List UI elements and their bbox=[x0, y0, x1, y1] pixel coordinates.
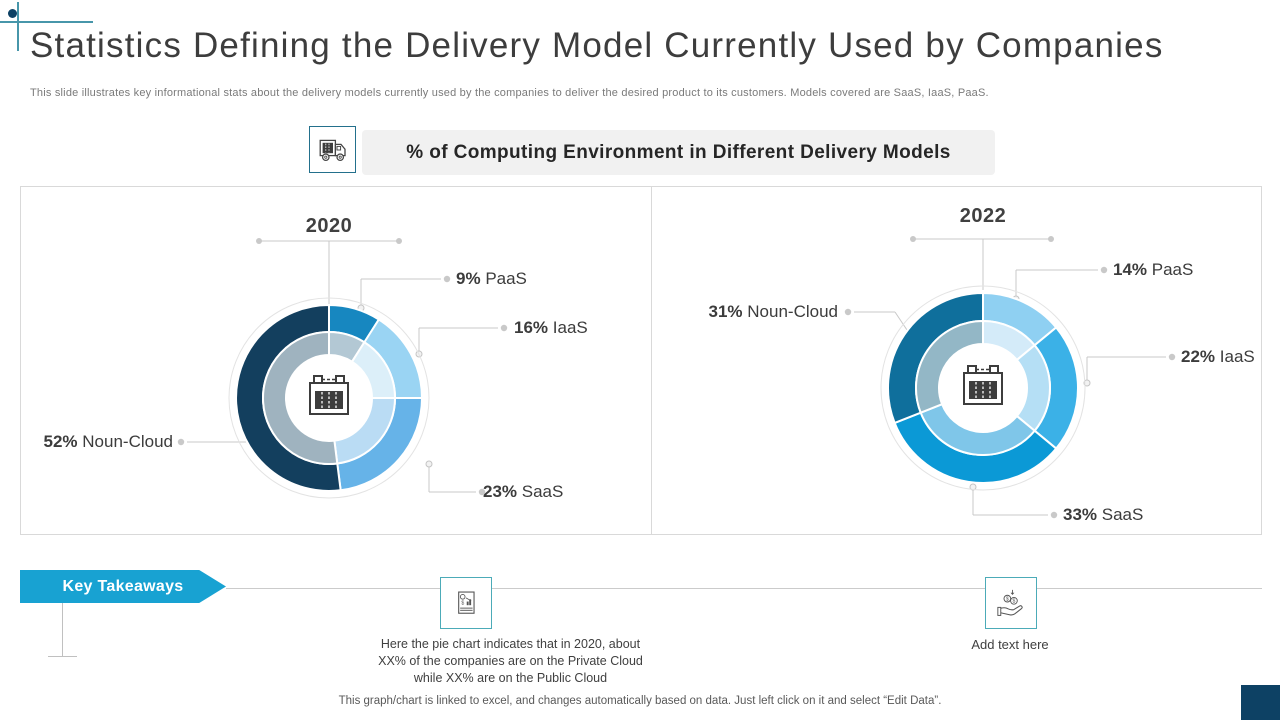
callout-value: 16% bbox=[514, 318, 549, 337]
callout-label: SaaS bbox=[521, 482, 564, 501]
chart-year-2020: 2020 bbox=[305, 215, 353, 237]
callout-2020-saas: 23% SaaS bbox=[483, 482, 563, 502]
donut-chart-2022[interactable] bbox=[873, 278, 1093, 498]
corner-decoration-hline bbox=[0, 21, 93, 23]
callout-2020-paas: 9% PaaS bbox=[456, 269, 527, 289]
chart-year-2022: 2022 bbox=[959, 205, 1007, 227]
callout-label: IaaS bbox=[552, 318, 588, 337]
callout-2022-saas: 33% SaaS bbox=[1063, 505, 1143, 525]
svg-text:$: $ bbox=[1012, 599, 1015, 605]
takeaways-rule bbox=[226, 588, 1262, 589]
money-hand-icon-box: $ $ bbox=[985, 577, 1037, 629]
takeaways-connector-tick bbox=[48, 656, 77, 657]
corner-decoration-dot bbox=[8, 9, 17, 18]
donut-chart-2020[interactable] bbox=[219, 288, 439, 508]
callout-value: 22% bbox=[1181, 347, 1216, 366]
callout-2022-noun-cloud: 31% Noun-Cloud bbox=[693, 302, 839, 322]
corner-decoration-vline bbox=[17, 2, 19, 51]
corner-accent-rectangle bbox=[1241, 685, 1280, 720]
svg-text:$: $ bbox=[461, 600, 464, 606]
slide-title: Statistics Defining the Delivery Model C… bbox=[30, 26, 1164, 65]
calendar-icon bbox=[309, 375, 349, 415]
callout-value: 52% bbox=[43, 432, 78, 451]
callout-2020-iaas: 16% IaaS bbox=[514, 318, 588, 338]
callout-label: PaaS bbox=[1151, 260, 1194, 279]
slide-subtitle: This slide illustrates key informational… bbox=[30, 87, 989, 99]
callout-value: 14% bbox=[1113, 260, 1148, 279]
callout-label: IaaS bbox=[1219, 347, 1255, 366]
svg-text:$: $ bbox=[1006, 597, 1009, 603]
callout-value: 9% bbox=[456, 269, 481, 288]
panel-divider bbox=[651, 187, 652, 534]
callout-2022-paas: 14% PaaS bbox=[1113, 260, 1193, 280]
footer-note: This graph/chart is linked to excel, and… bbox=[338, 695, 942, 707]
charts-panel: 2020 9% PaaS 16% IaaS 23% SaaS 52% Noun-… bbox=[20, 186, 1262, 535]
donut-slice-noun-cloud bbox=[915, 319, 984, 414]
callout-value: 33% bbox=[1063, 505, 1098, 524]
callout-value: 31% bbox=[708, 302, 743, 321]
callout-2022-iaas: 22% IaaS bbox=[1181, 347, 1255, 367]
section-header: % of Computing Environment in Different … bbox=[362, 130, 995, 175]
donut-slices bbox=[880, 285, 1086, 491]
add-text-placeholder[interactable]: Add text here bbox=[971, 637, 1049, 652]
delivery-truck-icon bbox=[319, 139, 346, 161]
financial-report-icon-box: $ bbox=[440, 577, 492, 629]
takeaways-connector bbox=[62, 603, 63, 656]
takeaway-text: Here the pie chart indicates that in 202… bbox=[378, 637, 643, 685]
callout-label: SaaS bbox=[1101, 505, 1144, 524]
financial-report-icon: $ bbox=[458, 591, 475, 614]
key-takeaways-banner: Key Takeaways bbox=[20, 570, 226, 603]
money-hand-icon: $ $ bbox=[997, 589, 1023, 616]
calendar-icon bbox=[963, 365, 1003, 405]
callout-label: PaaS bbox=[485, 269, 527, 288]
callout-2020-noun-cloud: 52% Noun-Cloud bbox=[26, 432, 174, 452]
delivery-truck-icon-box bbox=[309, 126, 356, 173]
callout-label: Noun-Cloud bbox=[82, 432, 173, 451]
callout-value: 23% bbox=[483, 482, 518, 501]
callout-label: Noun-Cloud bbox=[747, 302, 838, 321]
